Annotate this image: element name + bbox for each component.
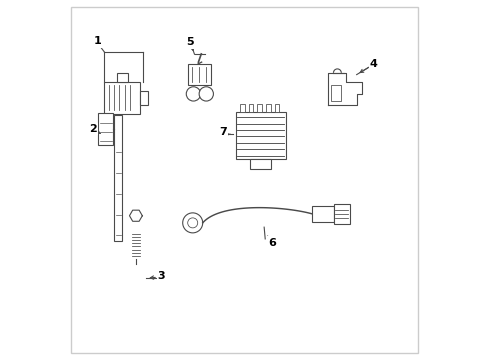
Bar	[117, 73, 127, 82]
Bar	[331, 85, 341, 102]
Bar	[114, 115, 122, 241]
Polygon shape	[129, 210, 142, 221]
Polygon shape	[328, 73, 362, 105]
Text: 2: 2	[89, 124, 96, 134]
Bar	[140, 91, 148, 105]
Bar	[98, 113, 113, 145]
Circle shape	[187, 218, 197, 228]
Bar	[235, 112, 285, 158]
Text: 7: 7	[219, 127, 226, 137]
Bar	[333, 204, 349, 224]
Text: 6: 6	[268, 238, 276, 248]
Bar	[188, 64, 211, 85]
Bar	[104, 82, 140, 114]
Circle shape	[186, 87, 200, 101]
Circle shape	[199, 87, 213, 101]
Circle shape	[183, 213, 203, 233]
Bar	[257, 104, 262, 112]
Bar	[312, 206, 333, 222]
Bar	[265, 104, 270, 112]
Text: 3: 3	[158, 271, 165, 281]
Text: 1: 1	[94, 36, 102, 46]
Bar	[274, 104, 279, 112]
Bar	[240, 104, 244, 112]
Text: 5: 5	[186, 37, 194, 48]
Text: 4: 4	[369, 59, 377, 69]
Bar	[249, 158, 271, 168]
Bar	[248, 104, 253, 112]
